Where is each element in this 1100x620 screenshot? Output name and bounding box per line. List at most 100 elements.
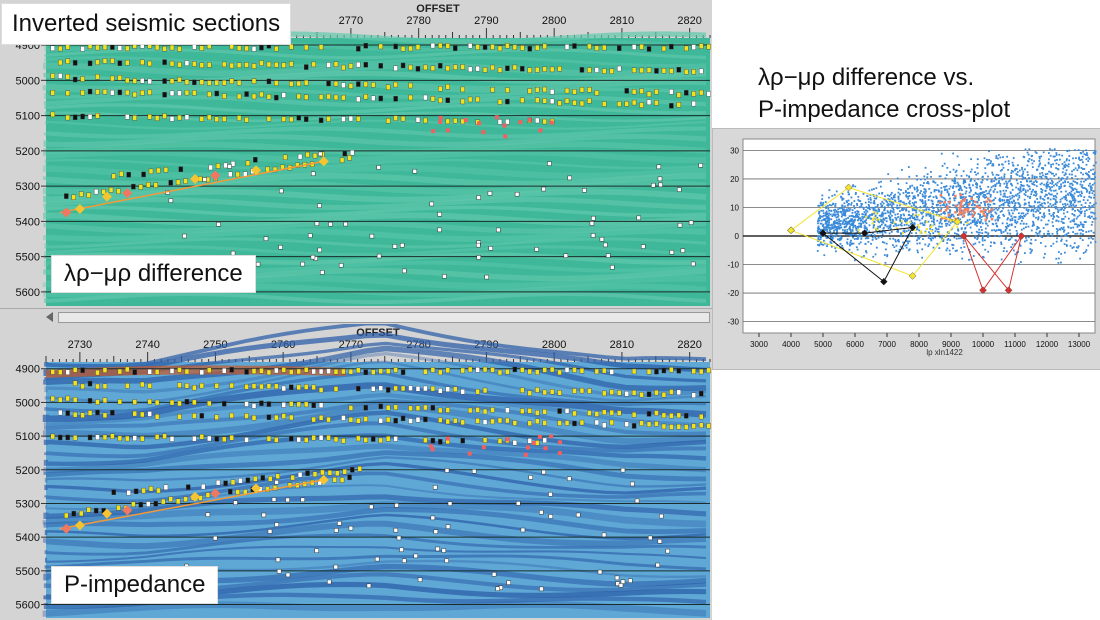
white-marker bbox=[396, 535, 402, 541]
well-marker bbox=[116, 505, 121, 511]
scatter-point bbox=[1008, 213, 1011, 216]
well-marker bbox=[631, 412, 637, 418]
scatter-point bbox=[1007, 204, 1010, 206]
scatter-point bbox=[992, 202, 995, 205]
scatter-point bbox=[1018, 206, 1021, 208]
well-marker bbox=[154, 434, 160, 440]
scroll-left-arrow-icon[interactable] bbox=[46, 312, 53, 322]
red-marker bbox=[557, 451, 562, 456]
yellow-point bbox=[875, 218, 878, 221]
scatter-point bbox=[874, 253, 877, 256]
well-marker bbox=[646, 67, 652, 73]
scatter-point bbox=[1038, 160, 1041, 162]
well-marker bbox=[482, 44, 488, 50]
scatter-point bbox=[889, 227, 892, 230]
well-marker bbox=[140, 381, 145, 388]
well-marker bbox=[289, 384, 294, 390]
well-marker bbox=[542, 389, 547, 396]
well-marker bbox=[631, 44, 637, 50]
scatter-point bbox=[961, 198, 964, 201]
highlight-point bbox=[955, 204, 958, 208]
well-marker bbox=[438, 417, 443, 423]
scatter-point bbox=[866, 237, 868, 239]
scatter-point bbox=[953, 190, 956, 193]
scatter-point bbox=[993, 242, 996, 245]
highlight-point bbox=[940, 217, 944, 220]
highlight-point bbox=[983, 214, 987, 218]
scatter-point bbox=[855, 227, 858, 230]
scatter-point bbox=[1067, 232, 1070, 234]
well-marker bbox=[339, 157, 345, 163]
scatter-point bbox=[979, 222, 981, 225]
well-marker bbox=[594, 368, 600, 375]
scatter-point bbox=[887, 211, 890, 214]
scatter-point bbox=[1049, 193, 1052, 196]
well-marker bbox=[148, 168, 154, 175]
well-marker bbox=[192, 90, 197, 96]
well-marker bbox=[50, 395, 55, 402]
well-marker bbox=[296, 80, 301, 87]
scatter-point bbox=[945, 203, 948, 206]
scatter-point bbox=[817, 235, 820, 238]
scatter-point bbox=[1077, 195, 1080, 198]
scatter-point bbox=[1068, 192, 1071, 194]
xp-y-tick-label: 0 bbox=[735, 232, 740, 241]
scatter-point bbox=[1032, 215, 1035, 218]
scatter-point bbox=[1082, 233, 1084, 236]
scatter-point bbox=[921, 256, 924, 259]
scatter-point bbox=[1018, 194, 1021, 197]
scatter-point bbox=[1077, 167, 1080, 169]
scatter-point bbox=[894, 193, 897, 196]
horizon-diamond bbox=[210, 488, 221, 499]
scatter-point bbox=[928, 243, 931, 246]
scatter-point bbox=[832, 213, 835, 216]
scatter-point bbox=[917, 237, 920, 240]
well-marker bbox=[333, 436, 339, 443]
scatter-point bbox=[974, 242, 977, 245]
scatter-point bbox=[845, 208, 848, 211]
scatter-point bbox=[1039, 203, 1042, 206]
scatter-point bbox=[1028, 158, 1031, 160]
scatter-point bbox=[952, 168, 955, 171]
red-marker bbox=[527, 117, 532, 122]
scatter-point bbox=[1002, 231, 1005, 233]
scatter-point bbox=[841, 222, 844, 225]
scatter-point bbox=[899, 215, 902, 218]
well-marker bbox=[617, 101, 622, 107]
scatter-point bbox=[1086, 177, 1089, 180]
scatter-point bbox=[963, 206, 966, 209]
well-marker bbox=[177, 382, 182, 388]
well-marker bbox=[445, 118, 450, 125]
highlight-point bbox=[990, 208, 994, 211]
scatter-point bbox=[1077, 246, 1079, 249]
scatter-point bbox=[830, 210, 833, 212]
horizon-diamond bbox=[251, 483, 262, 494]
well-marker bbox=[192, 436, 197, 442]
scatter-point bbox=[847, 199, 850, 202]
scatter-point bbox=[1064, 163, 1067, 166]
scatter-point bbox=[921, 217, 923, 220]
scatter-point bbox=[853, 205, 855, 207]
scroll-thumb[interactable] bbox=[58, 312, 710, 323]
reflector-band bbox=[43, 94, 707, 108]
scatter-point bbox=[923, 195, 925, 198]
scatter-point bbox=[1033, 205, 1035, 207]
well-marker bbox=[564, 44, 570, 50]
scatter-point bbox=[835, 216, 838, 219]
yellow-point bbox=[949, 220, 952, 223]
scatter-point bbox=[901, 207, 904, 210]
scatter-point bbox=[847, 233, 850, 235]
scatter-point bbox=[858, 213, 861, 216]
scatter-point bbox=[1064, 202, 1067, 205]
horizon-diamond bbox=[122, 505, 133, 516]
scatter-point bbox=[949, 171, 952, 173]
scatter-point bbox=[987, 236, 989, 238]
well-marker bbox=[281, 385, 287, 392]
highlight-point bbox=[959, 202, 963, 205]
scatter-point bbox=[1035, 176, 1038, 178]
white-marker bbox=[233, 500, 238, 505]
scatter-point bbox=[1005, 180, 1007, 183]
scatter-point bbox=[825, 207, 827, 209]
scatter-point bbox=[833, 235, 836, 238]
scatter-point bbox=[999, 190, 1002, 192]
